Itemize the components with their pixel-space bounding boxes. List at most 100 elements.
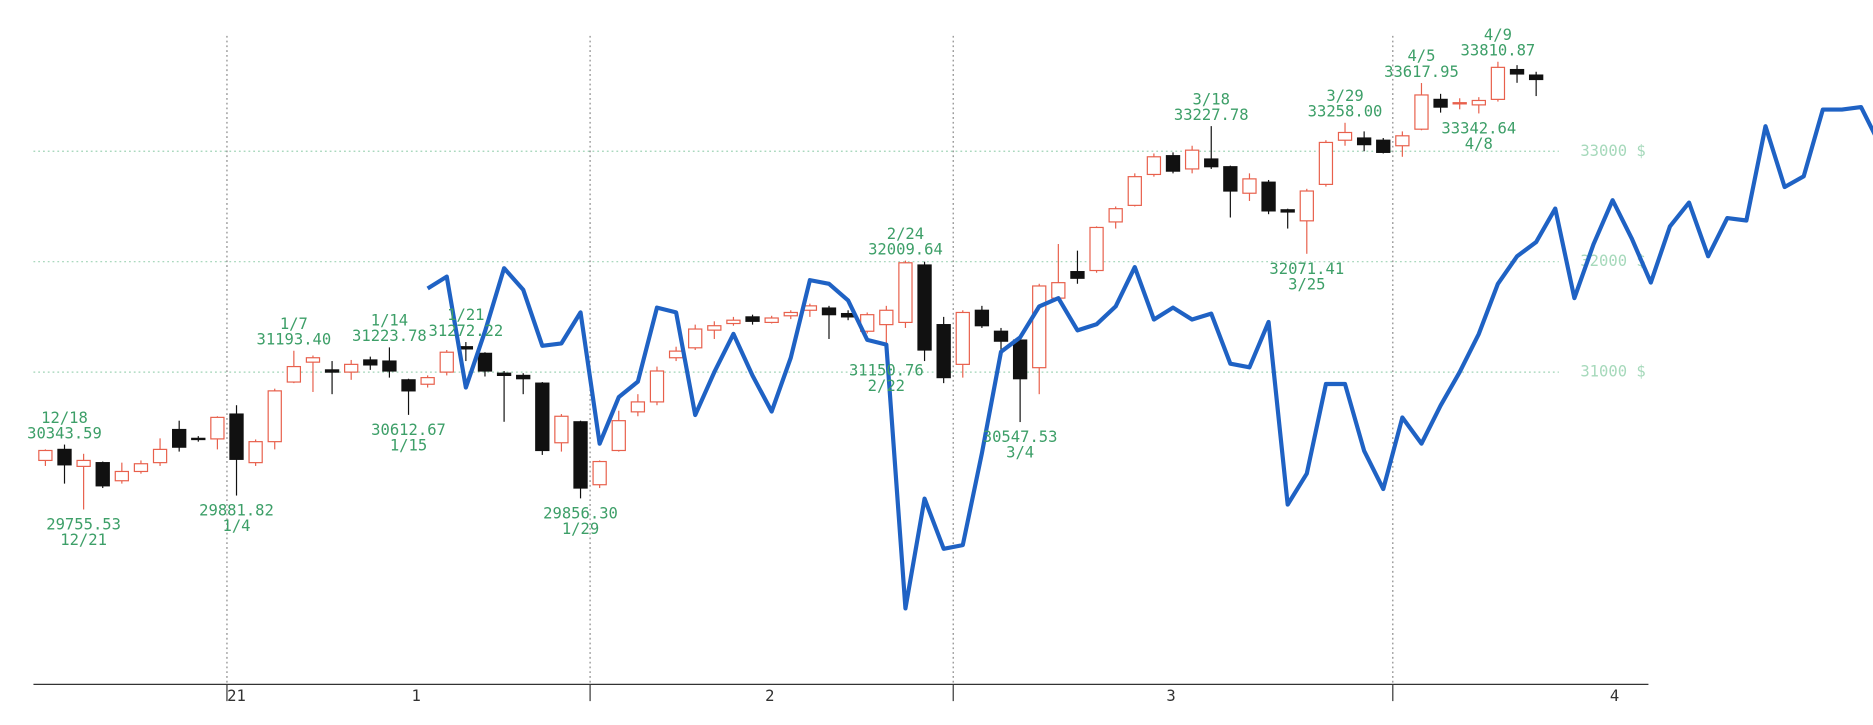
annotation-date: 3/4 [1006, 444, 1034, 462]
candle-body [439, 351, 454, 373]
candle-body [592, 460, 607, 486]
y-tick-label: 33000 $ [1580, 142, 1645, 160]
candle-body [191, 437, 206, 441]
candle-body [668, 350, 684, 359]
annotation-value: 31272.22 [428, 322, 503, 340]
annotation-value: 31150.76 [849, 361, 924, 379]
candle-body [611, 420, 626, 452]
annotation-date: 2/24 [887, 225, 924, 243]
candle-body [535, 382, 550, 452]
candle-body [1337, 131, 1353, 141]
candle-body [1165, 155, 1181, 172]
candle-body [1223, 166, 1238, 192]
candle-body [879, 309, 894, 326]
candle-body [1414, 94, 1429, 130]
annotation-date: 1/15 [390, 436, 427, 454]
candle-body [688, 328, 703, 349]
candle-body [1108, 208, 1123, 223]
candle-body [783, 311, 798, 317]
candle-body [267, 390, 282, 443]
candle-body [1204, 158, 1219, 168]
candle-body [95, 462, 110, 487]
annotation-value: 32071.41 [1269, 260, 1344, 278]
candle-body [305, 357, 321, 363]
candle-body [573, 421, 588, 489]
annotation-value: 33810.87 [1461, 41, 1536, 59]
candle-body [248, 441, 263, 464]
candle-body [1032, 285, 1047, 369]
candle-body [1299, 190, 1314, 222]
x-tick-label: 1 [411, 687, 420, 705]
annotation-date: 12/18 [41, 409, 88, 427]
candle-body [1528, 74, 1544, 81]
candle-body [1127, 176, 1142, 206]
candle-body [1509, 68, 1525, 75]
candle-body [1490, 66, 1506, 100]
y-tick-label: 32000 $ [1580, 252, 1645, 270]
candle-body [1242, 178, 1257, 194]
candle-body [57, 448, 72, 466]
candle-body [114, 470, 130, 482]
candle-body [955, 311, 970, 365]
candle-body [554, 415, 569, 444]
candle-body [1051, 282, 1066, 299]
annotation-date: 2/22 [868, 377, 905, 395]
annotation-date: 3/18 [1193, 90, 1230, 108]
annotation-value: 31193.40 [256, 330, 331, 348]
annotation-value: 31223.78 [352, 327, 427, 345]
candle-body [344, 363, 359, 373]
annotation-date: 1/29 [562, 520, 599, 538]
annotation-date: 1/4 [222, 517, 250, 535]
annotation-value: 32009.64 [868, 240, 943, 258]
annotation-value: 33342.64 [1441, 119, 1516, 137]
candle-body [1146, 156, 1162, 176]
candle-body [1452, 102, 1467, 105]
candle-body [1376, 139, 1391, 153]
annotation-date: 1/7 [280, 315, 308, 333]
annotation-value: 30547.53 [983, 428, 1058, 446]
candle-body [745, 316, 760, 322]
candle-body [286, 365, 302, 383]
candle-body [1433, 98, 1448, 108]
candle-body [917, 264, 932, 351]
candle-body [38, 449, 53, 462]
candle-body [1471, 99, 1486, 106]
candle-body [974, 309, 990, 327]
candle-body [229, 413, 244, 460]
annotation-date: 1/21 [447, 306, 484, 324]
y-tick-label: 31000 $ [1580, 363, 1645, 381]
candle-body [420, 377, 435, 385]
candle-body [382, 360, 397, 372]
x-tick-label: 3 [1166, 687, 1175, 705]
candle-body [133, 463, 149, 473]
candle-body [1261, 181, 1276, 212]
annotation-date: 3/29 [1326, 87, 1363, 105]
candle-body [1395, 135, 1410, 147]
candle-body [210, 416, 225, 440]
candle-body [1089, 226, 1104, 272]
candle-body [1356, 137, 1372, 146]
x-tick-label: 21 [227, 687, 246, 705]
candle-body [821, 307, 837, 316]
candle-body [936, 324, 951, 379]
annotation-date: 3/25 [1288, 275, 1325, 293]
annotation-value: 33227.78 [1174, 106, 1249, 124]
candle-body [1184, 149, 1200, 170]
candle-body [1280, 209, 1295, 213]
x-tick-label: 4 [1610, 687, 1619, 705]
candle-body [152, 448, 168, 464]
annotation-date: 12/21 [60, 531, 107, 549]
candle-body [993, 330, 1009, 342]
candle-body [401, 379, 416, 392]
candle-body [1318, 141, 1334, 185]
x-tick-label: 2 [765, 687, 774, 705]
annotation-value: 30612.67 [371, 421, 446, 439]
candle-body [76, 459, 91, 467]
annotation-value: 33258.00 [1308, 103, 1383, 121]
annotation-value: 29755.53 [46, 516, 121, 534]
candle-body [898, 262, 913, 324]
candle-body [477, 352, 493, 372]
line-series [426, 105, 1873, 611]
candle-body [630, 401, 646, 413]
